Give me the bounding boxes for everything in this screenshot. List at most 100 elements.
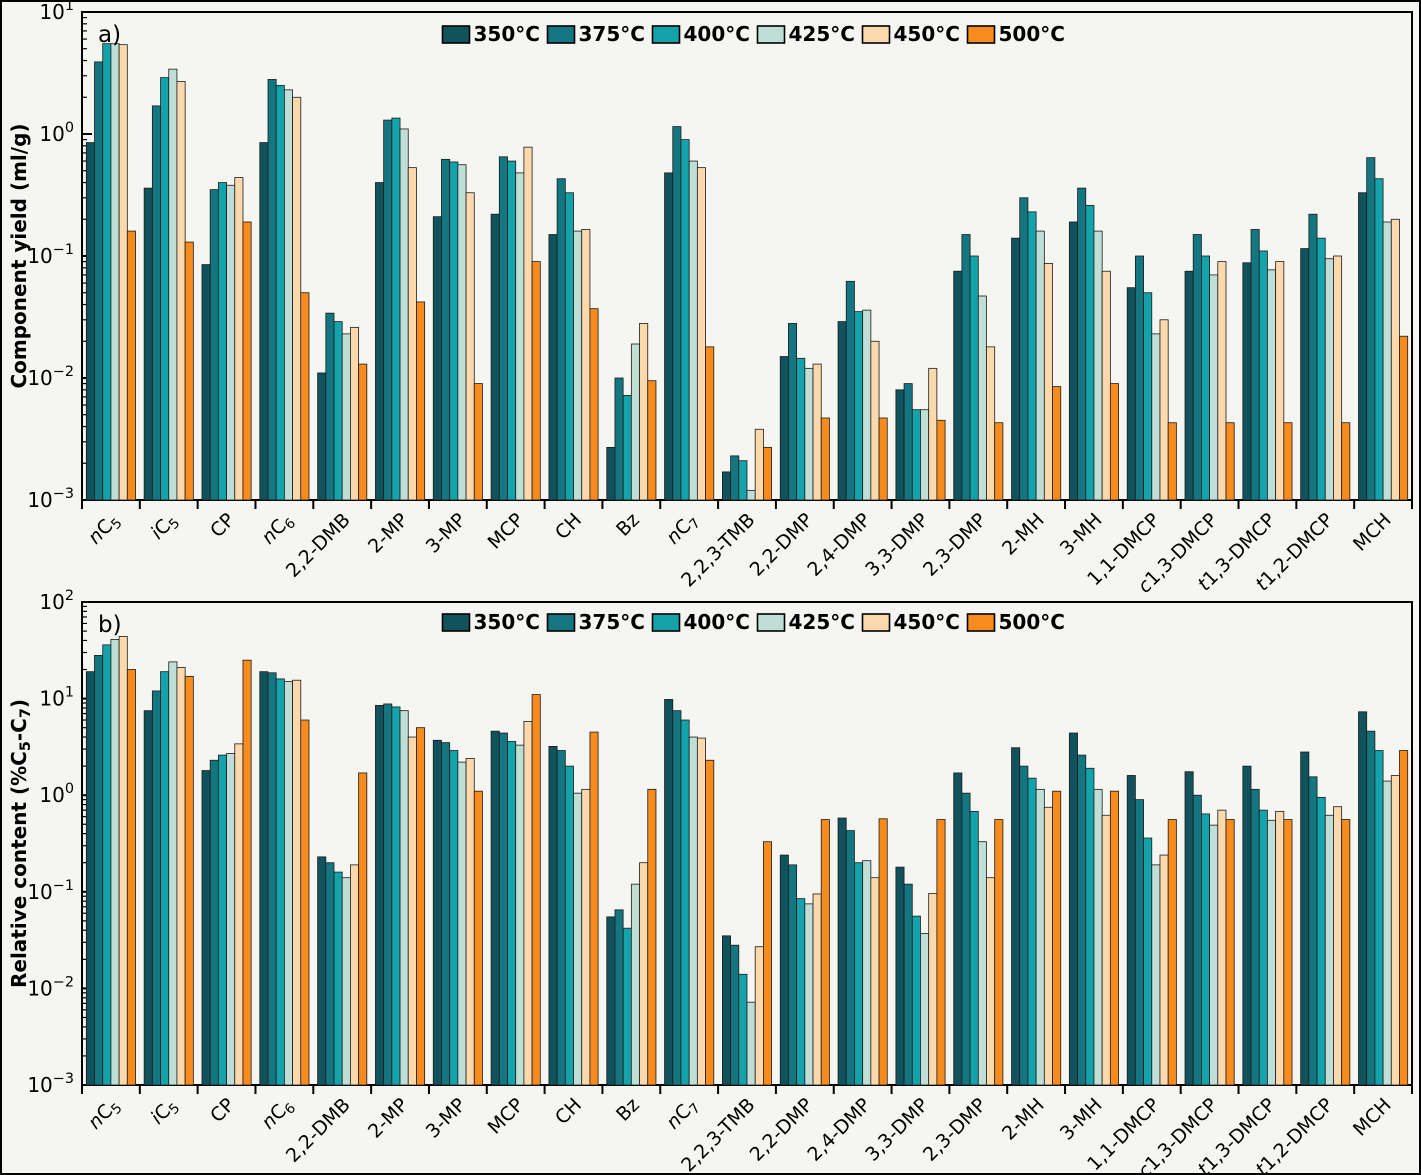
bar-t1,3-DMCP-400°C: [1258, 809, 1268, 1086]
bar-nC6-375°C: [267, 79, 277, 501]
bar-nC6-425°C: [283, 89, 293, 501]
bar-CH-450°C: [581, 788, 591, 1086]
bar-1,1-DMCP-425°C: [1151, 864, 1161, 1086]
bar-nC7-350°C: [664, 699, 674, 1086]
bar-MCP-450°C: [523, 146, 533, 501]
bar-3-MH-425°C: [1093, 230, 1103, 501]
legend-label-350°C: 350°C: [474, 22, 540, 46]
bar-t1,3-DMCP-500°C: [1283, 819, 1293, 1086]
x-category-label-MCH: MCH: [1349, 1094, 1396, 1141]
bar-MCH-425°C: [1382, 780, 1392, 1086]
x-category-label-nC6: nC6: [257, 1094, 299, 1136]
series-400°C: [102, 43, 1384, 501]
bar-MCH-400°C: [1374, 178, 1384, 501]
bar-t1,3-DMCP-350°C: [1242, 262, 1252, 501]
bar-1,1-DMCP-350°C: [1126, 287, 1136, 501]
bar-nC7-450°C: [696, 737, 706, 1086]
bar-MCP-425°C: [515, 744, 525, 1086]
x-category-label-iC5: iC5: [146, 1094, 183, 1131]
bar-2-MP-375°C: [383, 703, 393, 1086]
bar-nC5-400°C: [102, 644, 112, 1086]
bar-MCP-450°C: [523, 721, 533, 1086]
bar-Bz-500°C: [647, 788, 657, 1086]
bar-1,1-DMCP-450°C: [1159, 319, 1169, 501]
y-tick-label: 101: [39, 685, 74, 711]
bar-nC6-450°C: [292, 679, 302, 1086]
legend-swatch-425°C: [756, 613, 786, 632]
x-category-label-3-MP: 3-MP: [422, 509, 471, 558]
bar-2-MP-350°C: [375, 182, 385, 501]
bar-2,3-DMP-425°C: [977, 295, 987, 501]
bar-2-MH-400°C: [1027, 211, 1037, 501]
bar-2-MH-500°C: [1052, 790, 1062, 1086]
x-category-label-nC7: nC7: [662, 1094, 704, 1136]
bar-c1,3-DMCP-375°C: [1192, 794, 1202, 1086]
legend-swatch-450°C: [861, 613, 891, 632]
bar-2,3-DMP-450°C: [986, 877, 996, 1086]
bar-MCH-450°C: [1390, 775, 1400, 1086]
bar-nC5-400°C: [102, 43, 112, 501]
series-350°C: [85, 142, 1368, 501]
bar-2,3-DMP-375°C: [961, 792, 971, 1086]
bar-2,2-DMB-375°C: [325, 862, 335, 1086]
x-category-label-2,4-DMP: 2,4-DMP: [803, 509, 875, 581]
bar-nC5-500°C: [126, 669, 136, 1086]
bar-CP-400°C: [217, 182, 227, 501]
bar-2,2-DMP-375°C: [788, 323, 798, 501]
bar-3-MH-375°C: [1077, 187, 1087, 501]
bar-2,2,3-TMB-350°C: [722, 935, 732, 1086]
legend-label-375°C: 375°C: [579, 22, 645, 46]
x-category-label-2-MH: 2-MH: [998, 1094, 1049, 1145]
bar-1,1-DMCP-450°C: [1159, 854, 1169, 1086]
bar-MCH-350°C: [1358, 192, 1368, 501]
x-category-label-nC5: nC5: [84, 1094, 126, 1136]
bar-2,4-DMP-500°C: [878, 417, 888, 501]
bar-2,2-DMB-450°C: [350, 326, 360, 501]
bar-MCP-500°C: [531, 261, 541, 501]
bar-3,3-DMP-350°C: [895, 389, 905, 501]
panel-letter-b: b): [98, 612, 122, 638]
x-category-label-2,2-DMP: 2,2-DMP: [746, 509, 818, 581]
bar-nC5-425°C: [110, 43, 120, 501]
bar-3,3-DMP-500°C: [936, 419, 946, 501]
bar-2,2-DMB-500°C: [358, 363, 368, 501]
bar-2,3-DMP-400°C: [969, 255, 979, 501]
bar-2,2,3-TMB-450°C: [754, 946, 764, 1086]
legend-label-500°C: 500°C: [999, 22, 1065, 46]
bar-t1,3-DMCP-350°C: [1242, 765, 1252, 1086]
x-category-label-nC7: nC7: [662, 509, 704, 551]
bar-iC5-450°C: [176, 80, 186, 501]
x-category-label-2,3-DMP: 2,3-DMP: [919, 1094, 991, 1166]
bar-2,2-DMB-350°C: [317, 372, 327, 501]
bar-3-MP-425°C: [457, 761, 467, 1086]
bar-2-MH-425°C: [1035, 230, 1045, 501]
bar-t1,2-DMCP-350°C: [1300, 751, 1310, 1086]
bar-t1,3-DMCP-425°C: [1267, 819, 1277, 1086]
bar-3-MH-450°C: [1101, 270, 1111, 501]
bar-3,3-DMP-425°C: [920, 933, 930, 1086]
bar-CP-425°C: [226, 184, 236, 501]
bar-1,1-DMCP-350°C: [1126, 775, 1136, 1086]
bar-2,2,3-TMB-375°C: [730, 455, 740, 501]
bar-c1,3-DMCP-400°C: [1201, 813, 1211, 1086]
bar-CP-375°C: [209, 759, 219, 1086]
bar-2-MH-375°C: [1019, 765, 1029, 1086]
series-350°C: [85, 671, 1368, 1086]
bar-2,4-DMP-350°C: [837, 817, 847, 1086]
bar-t1,3-DMCP-375°C: [1250, 229, 1260, 501]
bar-2,2-DMP-350°C: [779, 356, 789, 501]
x-category-label-Bz: Bz: [612, 1094, 644, 1126]
bar-2,4-DMP-350°C: [837, 321, 847, 501]
bar-2-MP-500°C: [416, 727, 426, 1086]
bar-nC5-350°C: [85, 142, 95, 501]
y-tick-label: 10−2: [27, 974, 74, 1000]
x-category-label-2,3-DMP: 2,3-DMP: [919, 509, 991, 581]
bar-2,2-DMB-500°C: [358, 772, 368, 1086]
bar-3,3-DMP-425°C: [920, 409, 930, 501]
bar-3,3-DMP-450°C: [928, 367, 938, 501]
bar-3-MP-500°C: [473, 790, 483, 1086]
bar-c1,3-DMCP-400°C: [1201, 255, 1211, 501]
bar-2,2-DMP-400°C: [796, 898, 806, 1086]
bar-3-MP-400°C: [449, 161, 459, 501]
bar-3-MH-350°C: [1068, 732, 1078, 1086]
